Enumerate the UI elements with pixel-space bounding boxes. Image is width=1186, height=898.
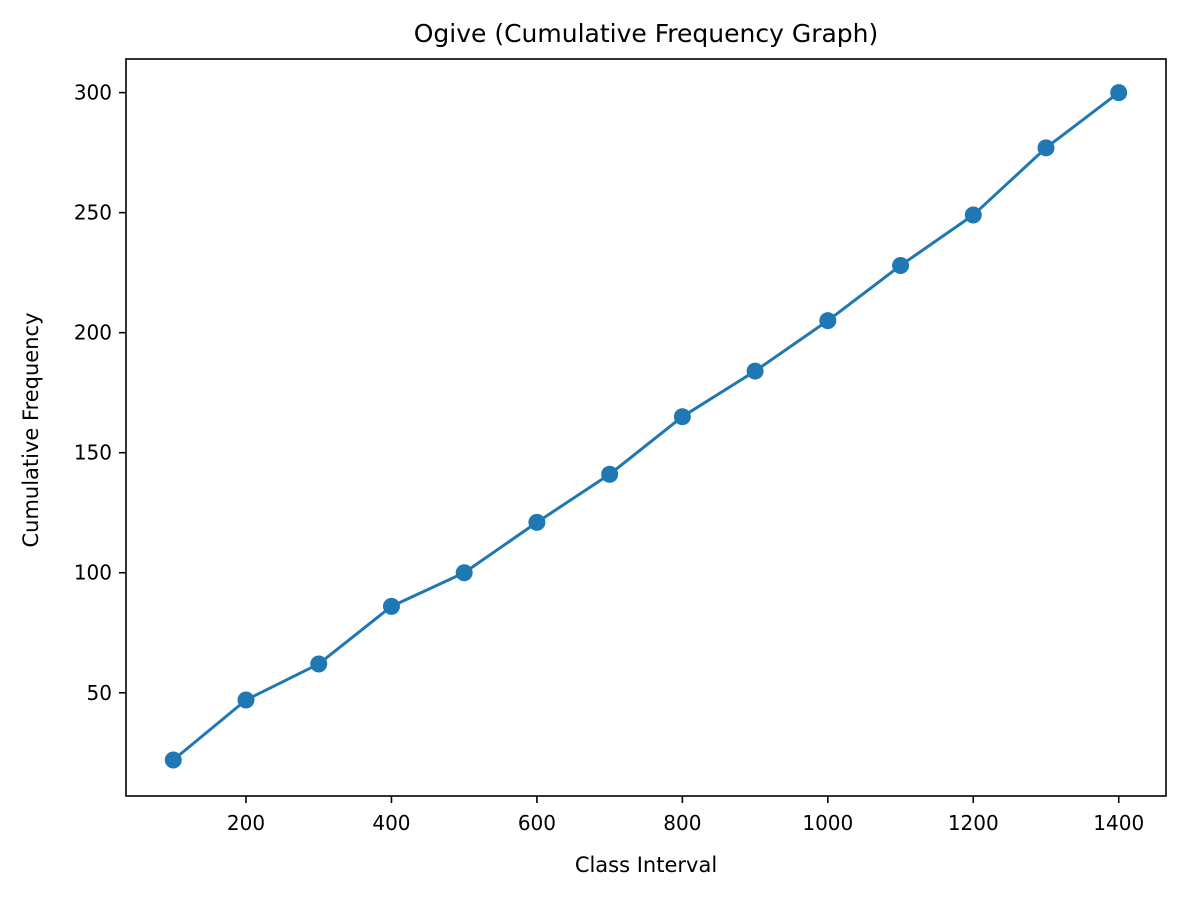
x-tick-label: 800 (663, 811, 701, 835)
data-point (310, 655, 328, 673)
data-point (964, 206, 982, 224)
axes: 200 400 600 800 1000 1200 1400 50 100 150 200 250 30… (74, 58, 1167, 835)
x-tick-label: 600 (518, 811, 556, 835)
data-point (601, 465, 619, 483)
data-point (673, 408, 691, 426)
data-point (1110, 84, 1128, 102)
data-point (382, 597, 400, 615)
y-tick-label: 300 (74, 81, 112, 105)
plot-marks (164, 84, 1128, 769)
y-tick-label: 200 (74, 321, 112, 345)
data-point (1037, 139, 1055, 157)
y-tick-label: 150 (74, 441, 112, 465)
y-axis-label: Cumulative Frequency (19, 312, 43, 547)
y-tick-label: 250 (74, 201, 112, 225)
plot-frame (125, 58, 1167, 797)
data-point (237, 691, 255, 709)
data-point (528, 513, 546, 531)
data-point (892, 256, 910, 274)
x-axis-label: Class Interval (575, 853, 717, 877)
x-tick-label: 1000 (802, 811, 853, 835)
x-tick-label: 400 (372, 811, 410, 835)
data-point (164, 751, 182, 769)
series-line (171, 91, 1121, 762)
x-tick-label: 1200 (948, 811, 999, 835)
y-tick-label: 100 (74, 561, 112, 585)
data-point (819, 312, 837, 330)
data-point (746, 362, 764, 380)
data-point (455, 564, 473, 582)
chart-title: Ogive (Cumulative Frequency Graph) (414, 19, 879, 48)
y-tick-label: 50 (87, 681, 112, 705)
x-tick-label: 200 (227, 811, 265, 835)
x-tick-label: 1400 (1093, 811, 1144, 835)
